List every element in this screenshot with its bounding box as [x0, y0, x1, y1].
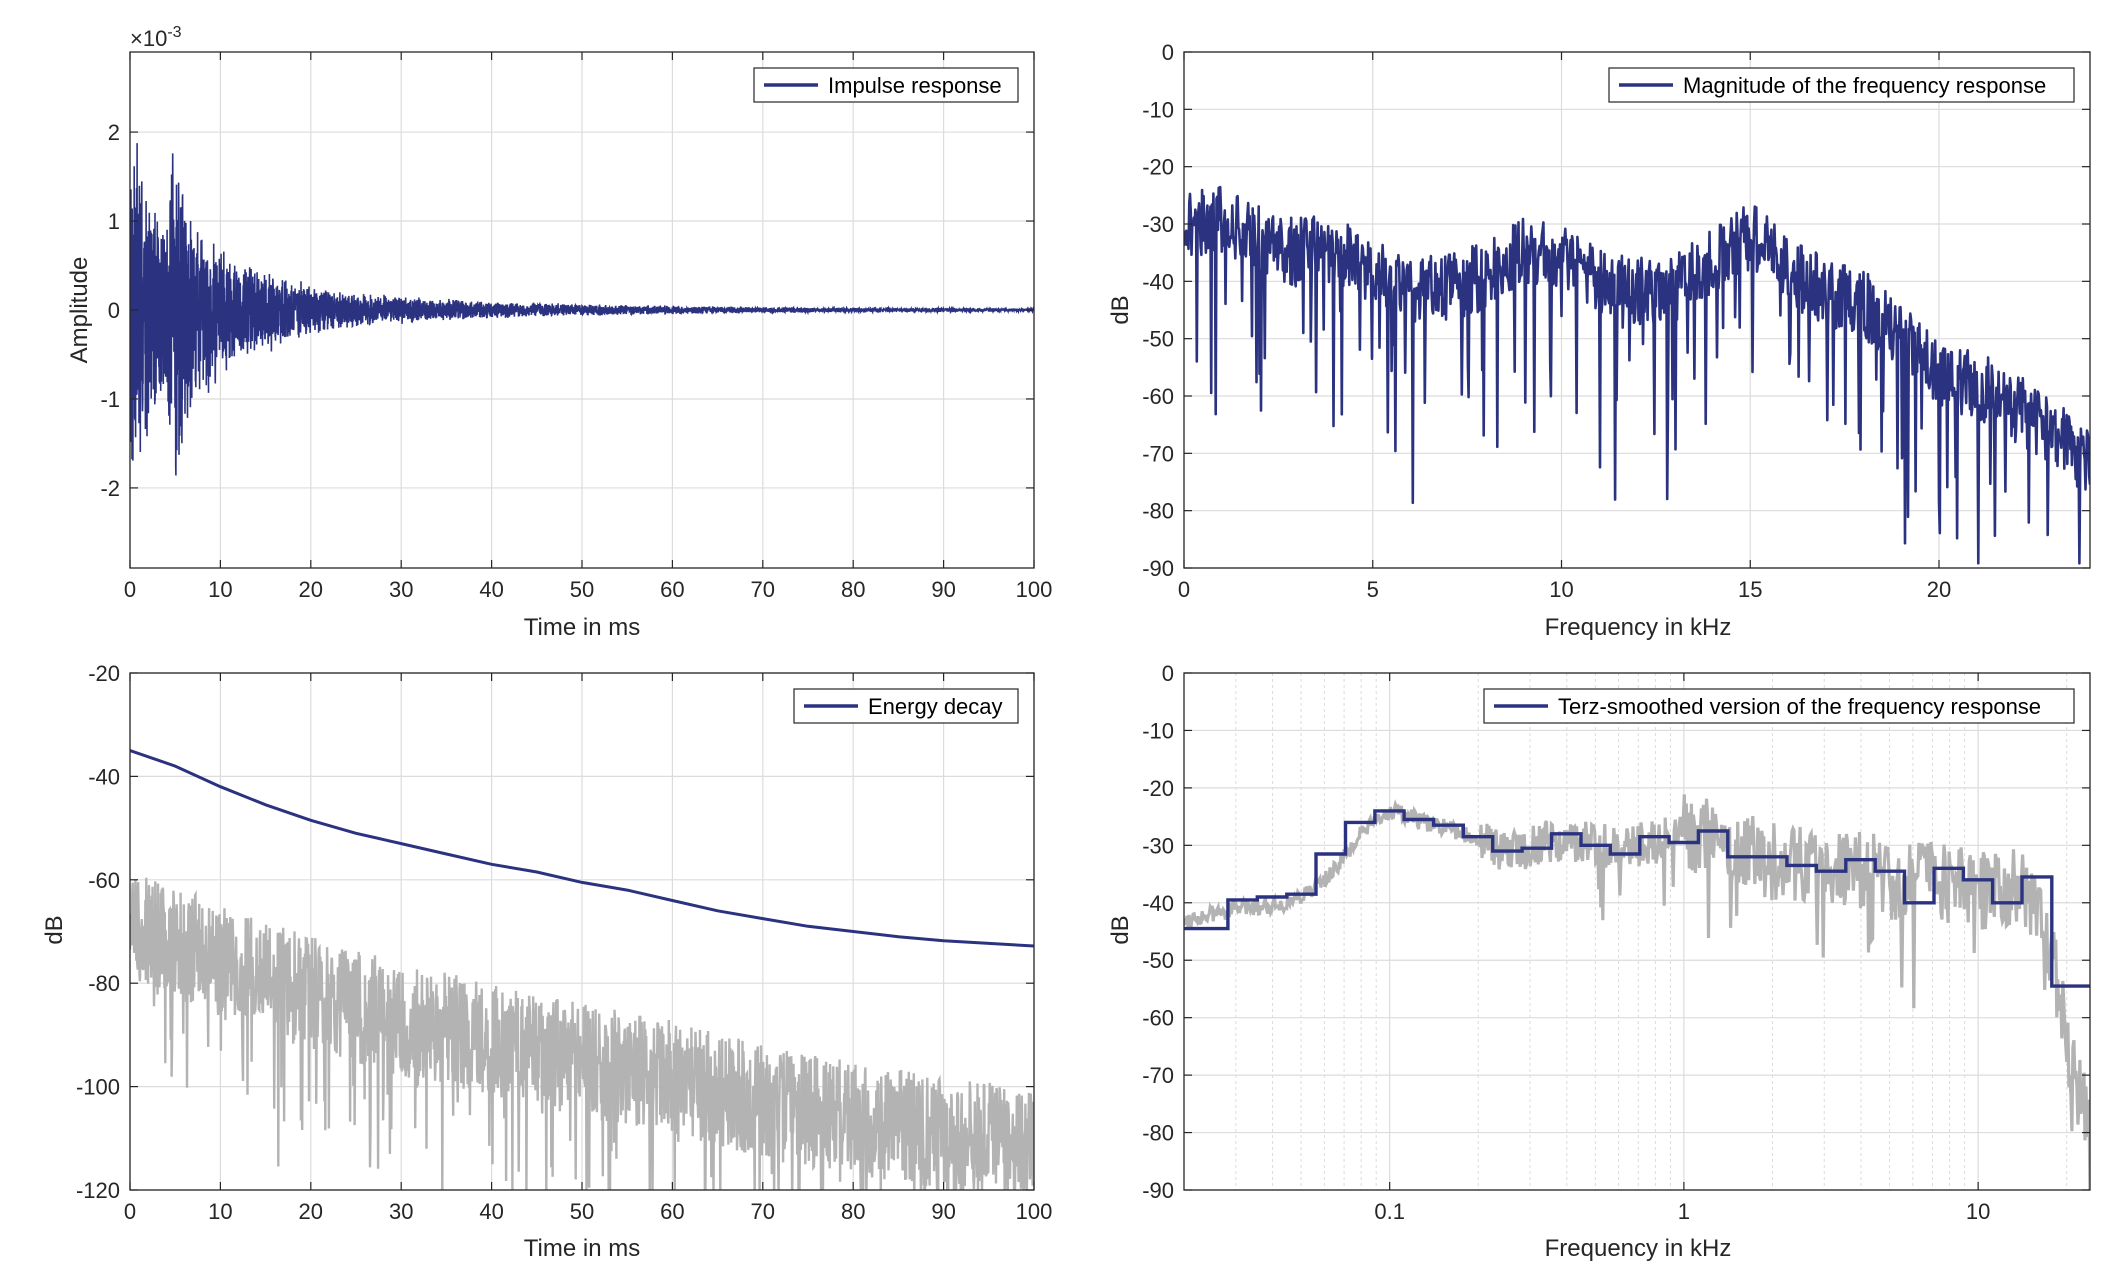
- legend-impulse-response: Impulse response: [753, 67, 1019, 103]
- frequency-magnitude-line: [1184, 185, 2090, 565]
- y-tick-label: -40: [88, 764, 120, 789]
- x-tick-label: 100: [1016, 577, 1053, 602]
- x-tick-label: 20: [299, 1199, 323, 1224]
- y-tick-label: -80: [1142, 499, 1174, 524]
- axes-frame: [1183, 51, 2091, 569]
- y-tick-label: -50: [1142, 948, 1174, 973]
- y-axis-label: Amplitude: [66, 257, 93, 364]
- x-tick-label: 100: [1016, 1199, 1053, 1224]
- x-tick-label: 40: [479, 577, 503, 602]
- y-tick-label: -10: [1142, 718, 1174, 743]
- legend-box: [1608, 67, 2075, 103]
- y-tick-label: -40: [1142, 269, 1174, 294]
- x-tick-label: 10: [1966, 1199, 1990, 1224]
- y-tick-label: -10: [1142, 97, 1174, 122]
- x-axis-label: Frequency in kHz: [1545, 1235, 1732, 1262]
- x-tick-label: 0.1: [1374, 1199, 1405, 1224]
- x-tick-label: 70: [751, 577, 775, 602]
- y-tick-label: -20: [1142, 155, 1174, 180]
- y-tick-label: -50: [1142, 327, 1174, 352]
- y-tick-label: -80: [1142, 1121, 1174, 1146]
- x-tick-label: 60: [660, 1199, 684, 1224]
- x-tick-label: 20: [299, 577, 323, 602]
- x-axis-label: Frequency in kHz: [1545, 614, 1732, 641]
- legend-energy-decay: Energy decay: [793, 688, 1019, 724]
- y-tick-label: -20: [1142, 776, 1174, 801]
- x-tick-label: 20: [1927, 577, 1951, 602]
- terz-smoothed-line: [1184, 809, 2090, 988]
- y-tick-label: -1: [100, 387, 120, 412]
- x-tick-label: 10: [208, 577, 232, 602]
- legend-box: [1483, 688, 2075, 724]
- x-tick-label: 50: [570, 577, 594, 602]
- impulse-response-axes: 0 10 20 30 40 50 60 70 80 90 100 -2 -1 0 1 2 Time in ms…: [66, 24, 1052, 641]
- axes-frame: [1183, 672, 2091, 1191]
- y-tick-label: -80: [88, 971, 120, 996]
- y-tick-label: 1: [108, 209, 120, 234]
- y-tick-label: -60: [1142, 1006, 1174, 1031]
- x-tick-label: 10: [208, 1199, 232, 1224]
- x-tick-label: 80: [841, 577, 865, 602]
- x-tick-label: 1: [1678, 1199, 1690, 1224]
- x-axis-label: Time in ms: [524, 1235, 640, 1262]
- x-tick-label: 10: [1549, 577, 1573, 602]
- energy-decay-axes: 0 10 20 30 40 50 60 70 80 90 100 -20 -40 -60 -80 -100 -1…: [41, 661, 1052, 1262]
- y-tick-label: -90: [1142, 1178, 1174, 1203]
- y-axis-label: dB: [1107, 915, 1134, 944]
- y-tick-label: 0: [1162, 40, 1174, 65]
- x-tick-label: 0: [1178, 577, 1190, 602]
- y-tick-label: -40: [1142, 891, 1174, 916]
- y-tick-label: 0: [108, 298, 120, 323]
- x-tick-label: 90: [931, 1199, 955, 1224]
- y-tick-label: -60: [1142, 384, 1174, 409]
- legend-terz-smoothed: Terz-smoothed version of the frequency r…: [1483, 688, 2075, 724]
- legend-label: Terz-smoothed version of the frequency r…: [1558, 694, 2041, 719]
- x-tick-label: 40: [479, 1199, 503, 1224]
- y-tick-label: -70: [1142, 1063, 1174, 1088]
- y-tick-label: -90: [1142, 556, 1174, 581]
- energy-decay-line: [130, 749, 1034, 948]
- x-tick-label: 80: [841, 1199, 865, 1224]
- y-tick-label: -30: [1142, 833, 1174, 858]
- energy-trace-gray: [130, 877, 1034, 1190]
- y-tick-label: 0: [1162, 661, 1174, 686]
- legend-label: Impulse response: [828, 73, 1002, 98]
- x-tick-label: 5: [1367, 577, 1379, 602]
- x-tick-label: 60: [660, 577, 684, 602]
- y-tick-label: 2: [108, 120, 120, 145]
- terz-smoothed-axes: 0.1 1 10 0 -10 -20 -30 -40 -50 -60 -70 -80 -90 Frequ…: [1107, 661, 2091, 1262]
- y-tick-label: -20: [88, 661, 120, 686]
- x-tick-label: 30: [389, 577, 413, 602]
- y-tick-label: -120: [76, 1178, 120, 1203]
- y-tick-label: -70: [1142, 441, 1174, 466]
- y-axis-label: dB: [1107, 295, 1134, 324]
- legend-label: Magnitude of the frequency response: [1683, 73, 2046, 98]
- y-tick-label: -100: [76, 1075, 120, 1100]
- y-tick-label: -2: [100, 476, 120, 501]
- x-tick-label: 90: [931, 577, 955, 602]
- x-tick-label: 70: [751, 1199, 775, 1224]
- x-axis-label: Time in ms: [524, 614, 640, 641]
- frequency-trace-gray: [1184, 794, 2090, 1190]
- impulse-response-line: [130, 143, 1034, 476]
- legend-frequency-magnitude: Magnitude of the frequency response: [1608, 67, 2075, 103]
- y-tick-label: -60: [88, 868, 120, 893]
- frequency-magnitude-axes: 0 5 10 15 20 0 -10 -20 -30 -40 -50 -60 -70 -80 -90 Fre…: [1107, 40, 2091, 641]
- exponent-label: ×10-3: [130, 24, 182, 51]
- x-tick-label: 15: [1738, 577, 1762, 602]
- x-tick-label: 50: [570, 1199, 594, 1224]
- y-tick-label: -30: [1142, 212, 1174, 237]
- legend-label: Energy decay: [868, 694, 1003, 719]
- y-axis-label: dB: [41, 915, 68, 944]
- x-tick-label: 0: [124, 577, 136, 602]
- x-tick-label: 30: [389, 1199, 413, 1224]
- x-tick-label: 0: [124, 1199, 136, 1224]
